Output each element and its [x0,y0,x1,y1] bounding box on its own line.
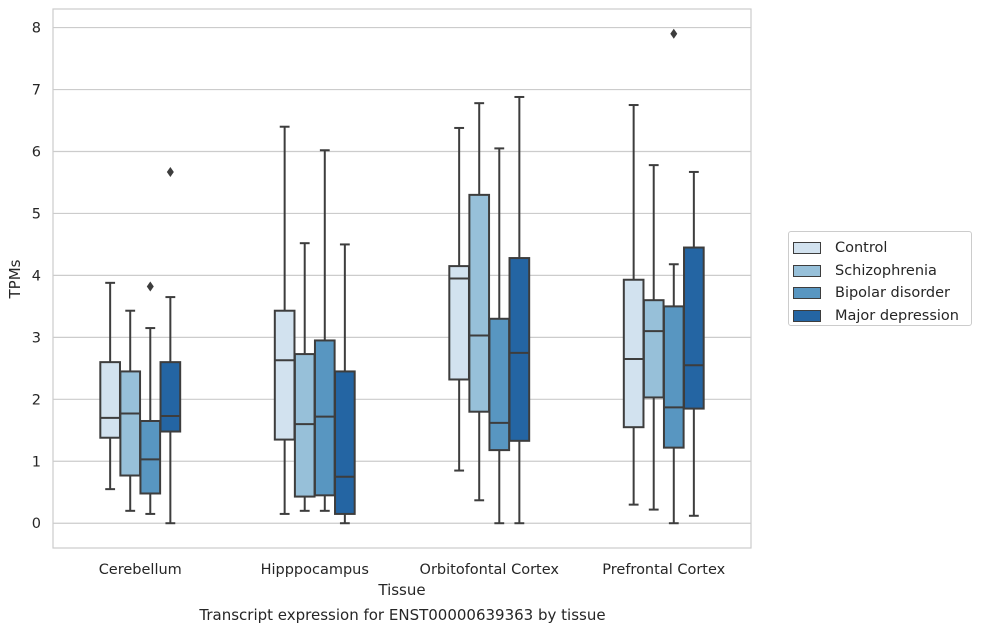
x-tick-label: Prefrontal Cortex [602,562,725,578]
y-tick-label: 5 [32,206,41,222]
legend-label: Major depression [835,307,959,324]
legend-label: Bipolar disorder [835,285,950,302]
legend-swatch [793,242,821,255]
box-control [448,126,470,472]
box-iqr [139,419,162,495]
box-iqr [313,339,336,497]
box-major-depression [334,243,356,525]
box-control [273,125,296,515]
chart-caption: Transcript expression for ENST0000063936… [199,606,606,624]
outlier-point [146,281,154,292]
box-iqr [468,193,491,413]
legend: Control Schizophrenia Bipolar disorder Majo… [788,231,972,326]
legend-item: Schizophrenia [793,260,971,283]
y-tick-label: 8 [32,21,41,37]
box-iqr [119,370,142,477]
y-tick-label: 3 [32,330,41,346]
plot-boxes [99,28,705,525]
legend-swatch [793,264,821,277]
y-tick-labels: 0 1 2 3 4 5 6 7 8 [32,21,41,533]
box-schizophrenia [293,242,316,512]
box-major-depression [683,170,705,517]
box-major-depression [159,166,182,525]
box-iqr [159,361,182,433]
box-schizophrenia [642,164,665,511]
x-tick-label: Hipppocampus [261,562,369,578]
x-tick-labels: Cerebellum Hipppocampus Orbitofontal Corte… [99,562,726,578]
legend-swatch [793,309,821,322]
box-iqr [99,361,121,439]
legend-label: Control [835,240,888,257]
legend-item: Bipolar disorder [793,282,971,305]
box-iqr [488,317,511,452]
y-tick-label: 6 [32,144,41,160]
box-iqr [622,278,645,429]
box-schizophrenia [468,102,491,502]
box-iqr [642,299,665,399]
box-control [99,281,121,491]
box-bipolar-disorder [313,149,336,512]
y-tick-label: 4 [32,268,41,284]
box-iqr [508,257,531,442]
legend-swatch [793,287,821,300]
legend-item: Control [793,237,971,260]
y-tick-label: 1 [32,454,41,470]
x-tick-label: Orbitofontal Cortex [420,562,560,578]
box-major-depression [508,95,531,525]
box-iqr [293,353,316,498]
y-axis-label: TPMs [6,259,24,299]
y-tick-label: 2 [32,392,41,408]
box-bipolar-disorder [488,147,511,525]
legend-label: Schizophrenia [835,262,937,279]
plot-frame [52,8,752,549]
x-tick-label: Cerebellum [99,562,182,578]
outlier-point [670,28,678,39]
y-tick-label: 0 [32,516,41,532]
x-axis-label: Tissue [377,581,425,599]
box-control [622,104,645,506]
outlier-point [166,166,174,177]
box-iqr [683,246,705,410]
legend-item: Major depression [793,305,971,328]
box-bipolar-disorder [662,28,685,525]
box-bipolar-disorder [139,281,162,515]
box-iqr [448,265,470,381]
y-tick-label: 7 [32,83,41,99]
box-iqr [334,370,356,515]
box-iqr [662,305,685,449]
box-iqr [273,309,296,441]
box-schizophrenia [119,309,142,512]
